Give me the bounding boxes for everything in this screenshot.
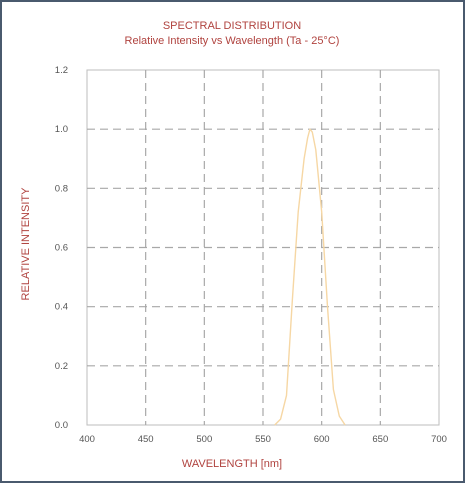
x-tick-label: 550 [255, 434, 271, 445]
y-axis-title: RELATIVE INTENSITY [20, 187, 32, 301]
x-axis-title: WAVELENGTH [nm] [182, 458, 282, 470]
y-tick-label: 0.8 [55, 183, 68, 194]
x-tick-label: 400 [79, 434, 95, 445]
chart-title: SPECTRAL DISTRIBUTION [163, 20, 301, 32]
y-tick-label: 0.6 [55, 243, 68, 254]
series-line [274, 128, 346, 426]
y-tick-label: 0.4 [55, 302, 68, 313]
x-tick-label: 450 [138, 434, 154, 445]
series-layer [274, 128, 346, 426]
y-tick-label: 1.0 [55, 124, 68, 135]
grid [87, 70, 439, 425]
x-tick-labels: 400 450 500 550 600 650 700 [79, 434, 447, 445]
y-tick-label: 0.0 [55, 420, 68, 431]
x-tick-label: 700 [431, 434, 447, 445]
x-tick-label: 650 [372, 434, 388, 445]
x-tick-label: 500 [196, 434, 212, 445]
chart-subtitle: Relative Intensity vs Wavelength (Ta - 2… [125, 35, 340, 47]
y-tick-label: 0.2 [55, 361, 68, 372]
y-tick-label: 1.2 [55, 65, 68, 76]
x-tick-label: 600 [314, 434, 330, 445]
y-tick-labels: 0.0 0.2 0.4 0.6 0.8 1.0 1.2 [55, 65, 68, 431]
